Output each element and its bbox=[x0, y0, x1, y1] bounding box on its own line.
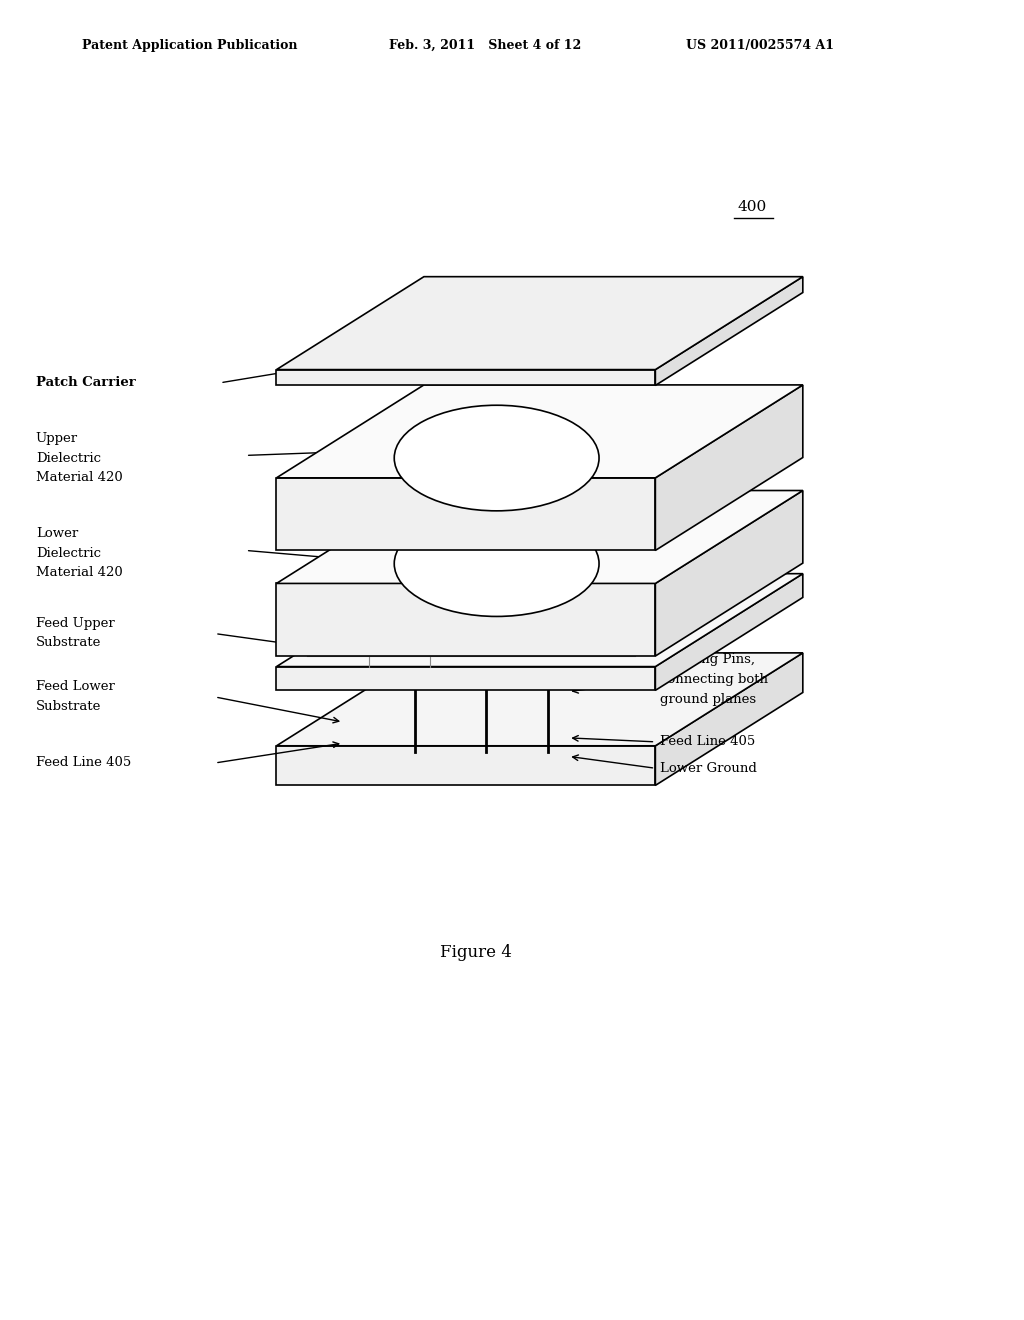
Text: Shorting Pins,: Shorting Pins, bbox=[660, 653, 756, 667]
Polygon shape bbox=[276, 667, 655, 690]
Text: Feb. 3, 2011   Sheet 4 of 12: Feb. 3, 2011 Sheet 4 of 12 bbox=[389, 38, 582, 51]
Text: Upper Ground Plane,: Upper Ground Plane, bbox=[660, 581, 803, 594]
Text: Patent Application Publication: Patent Application Publication bbox=[82, 38, 297, 51]
Ellipse shape bbox=[394, 405, 599, 511]
Text: Material 420: Material 420 bbox=[36, 471, 123, 484]
Polygon shape bbox=[655, 277, 803, 385]
Polygon shape bbox=[276, 478, 655, 550]
Polygon shape bbox=[655, 653, 803, 785]
Polygon shape bbox=[276, 653, 803, 746]
Polygon shape bbox=[276, 491, 803, 583]
Polygon shape bbox=[276, 385, 803, 478]
Text: Feed Upper: Feed Upper bbox=[36, 616, 115, 630]
Text: Lower Patch 415: Lower Patch 415 bbox=[660, 521, 774, 535]
Polygon shape bbox=[542, 669, 554, 680]
Text: Dielectric: Dielectric bbox=[36, 546, 100, 560]
Text: Feed Line 405: Feed Line 405 bbox=[660, 735, 756, 748]
Text: Feed Lower: Feed Lower bbox=[36, 680, 115, 693]
Polygon shape bbox=[480, 669, 493, 680]
Text: Feed Line 405: Feed Line 405 bbox=[36, 756, 131, 770]
Polygon shape bbox=[276, 746, 655, 785]
Polygon shape bbox=[276, 277, 803, 370]
Polygon shape bbox=[655, 491, 803, 656]
Text: Substrate: Substrate bbox=[36, 636, 101, 649]
Text: Upper: Upper bbox=[36, 432, 78, 445]
Text: with slots  410: with slots 410 bbox=[660, 601, 759, 614]
Polygon shape bbox=[655, 385, 803, 550]
Text: 400: 400 bbox=[737, 201, 767, 214]
Polygon shape bbox=[276, 370, 655, 385]
Text: Substrate: Substrate bbox=[36, 700, 101, 713]
Text: Lower Ground: Lower Ground bbox=[660, 762, 758, 775]
Polygon shape bbox=[655, 574, 803, 690]
Polygon shape bbox=[409, 669, 421, 680]
Text: Lower: Lower bbox=[36, 527, 78, 540]
Text: ground planes: ground planes bbox=[660, 693, 757, 706]
Text: connecting both: connecting both bbox=[660, 673, 768, 686]
Text: Patch Carrier: Patch Carrier bbox=[36, 376, 135, 389]
Text: Figure 4: Figure 4 bbox=[440, 944, 512, 961]
Polygon shape bbox=[276, 574, 803, 667]
Text: Upper Patch 416: Upper Patch 416 bbox=[660, 432, 774, 445]
Text: Material 420: Material 420 bbox=[36, 566, 123, 579]
Ellipse shape bbox=[394, 511, 599, 616]
Text: US 2011/0025574 A1: US 2011/0025574 A1 bbox=[686, 38, 835, 51]
Text: Dielectric: Dielectric bbox=[36, 451, 100, 465]
Polygon shape bbox=[276, 583, 655, 656]
